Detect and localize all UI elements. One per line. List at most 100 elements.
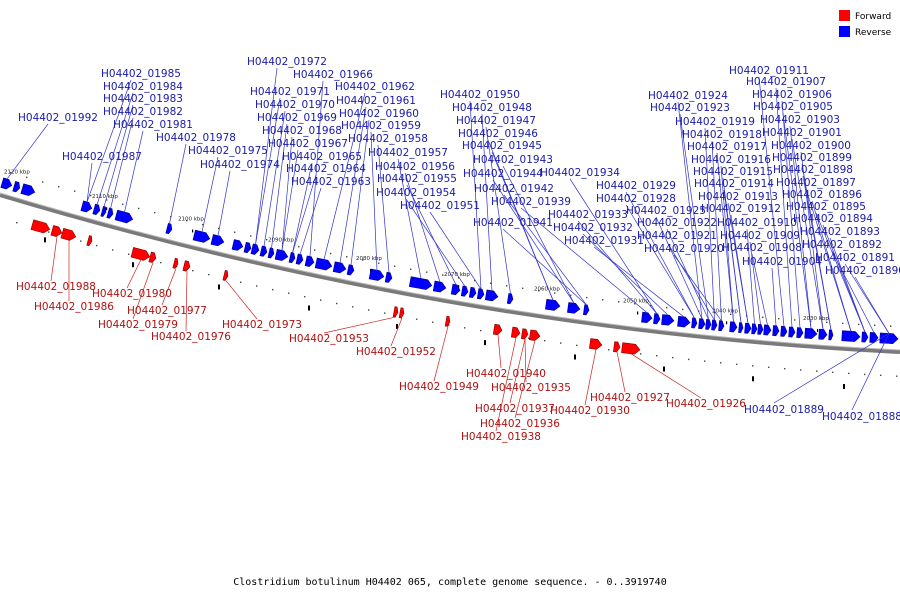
reverse-gene-label: H04402_01963 — [291, 176, 371, 188]
reverse-gene — [259, 245, 268, 257]
reverse-gene — [705, 318, 712, 330]
forward-gene-label: H04402_01976 — [151, 331, 231, 343]
tick-mark-lower — [44, 237, 46, 243]
guide-dot — [480, 329, 482, 332]
guide-dot — [586, 296, 588, 299]
guide-dot — [208, 273, 210, 276]
forward-leader — [132, 262, 154, 320]
guide-dot — [688, 358, 690, 361]
forward-gene — [392, 306, 399, 318]
forward-leader — [161, 268, 177, 306]
reverse-leader — [520, 207, 648, 313]
legend-forward-label: Forward — [855, 12, 891, 22]
forward-gene-label: H04402_01952 — [356, 346, 436, 358]
gene-features — [0, 177, 899, 355]
reverse-leader — [831, 250, 875, 333]
reverse-gene — [545, 298, 561, 311]
reverse-gene-label: H04402_01955 — [377, 173, 457, 185]
reverse-gene — [567, 302, 581, 314]
tick-label: 2030 kbp — [803, 316, 829, 322]
forward-gene — [182, 260, 191, 272]
reverse-gene-label: H04402_01961 — [336, 95, 416, 107]
guide-dot — [192, 269, 194, 272]
reverse-leader — [492, 179, 575, 304]
forward-gene-label: H04402_01988 — [16, 281, 96, 293]
forward-gene-label: H04402_01926 — [666, 398, 746, 410]
reverse-leader — [679, 113, 709, 320]
forward-gene-label: H04402_01980 — [92, 288, 172, 300]
guide-dot — [874, 324, 876, 327]
guide-dot — [58, 185, 60, 188]
guide-dot — [794, 319, 796, 321]
reverse-leader — [775, 87, 793, 328]
guide-dot — [448, 324, 450, 326]
reverse-gene — [780, 325, 788, 337]
reverse-leader — [429, 211, 482, 290]
guide-dot — [858, 323, 860, 326]
guide-dot — [736, 363, 738, 366]
reverse-leader — [271, 123, 288, 249]
tick-mark-lower — [396, 323, 398, 329]
reverse-gene-label: H04402_01915 — [693, 166, 773, 178]
forward-gene — [50, 225, 63, 237]
reverse-gene-label: H04402_01933 — [548, 209, 628, 221]
reverse-leader — [758, 76, 785, 327]
reverse-gene — [332, 261, 347, 274]
reverse-leader — [6, 123, 49, 180]
reverse-gene-label: H04402_01941 — [473, 217, 553, 229]
tick-mark — [192, 229, 194, 233]
guide-dot — [256, 285, 258, 287]
legend-forward-swatch — [839, 10, 850, 21]
guide-dot — [522, 287, 524, 289]
guide-dot — [538, 290, 540, 292]
reverse-leader — [397, 158, 422, 279]
reverse-gene — [192, 229, 211, 243]
guide-dot — [122, 203, 124, 205]
reverse-gene — [828, 329, 834, 341]
reverse-gene-label: H04402_01903 — [760, 114, 840, 126]
guide-dot — [384, 312, 386, 314]
reverse-leader — [502, 228, 587, 306]
guide-dot — [314, 249, 316, 251]
tick-mark — [637, 311, 639, 315]
reverse-leader — [773, 333, 890, 404]
guide-dot — [266, 238, 268, 241]
reverse-gene-label: H04402_01984 — [103, 81, 183, 93]
tick-label: 2110 kbp — [92, 194, 118, 200]
reverse-leader — [569, 178, 658, 315]
tick-label: 2080 kbp — [356, 256, 382, 262]
reverse-gene-label: H04402_01931 — [564, 235, 644, 247]
reverse-gene-label: H04402_01985 — [101, 68, 181, 80]
reverse-gene-label: H04402_01974 — [200, 159, 280, 171]
reverse-leader — [582, 233, 669, 316]
reverse-leader — [593, 246, 685, 318]
guide-dot — [10, 171, 12, 174]
reverse-leader — [829, 237, 866, 333]
reverse-gene — [295, 253, 304, 265]
guide-dot — [74, 190, 76, 192]
reverse-leader — [103, 104, 134, 207]
reverse-leader — [485, 126, 511, 294]
guide-dot — [832, 371, 834, 374]
reverse-gene — [250, 243, 260, 255]
forward-gene-label: H04402_01927 — [590, 392, 670, 404]
reverse-leader — [854, 276, 890, 334]
reverse-leader — [704, 127, 715, 321]
guide-dot — [544, 340, 546, 342]
reverse-gene-label: H04402_01896 — [782, 189, 862, 201]
reverse-gene — [729, 321, 738, 333]
reverse-leader — [781, 100, 801, 328]
forward-gene-label: H04402_01953 — [289, 333, 369, 345]
guide-dot — [138, 207, 140, 210]
forward-gene-label: H04402_01940 — [466, 368, 546, 380]
genome-caption: Clostridium botulinum H04402 065, comple… — [233, 577, 667, 588]
tick-label: 2100 kbp — [178, 216, 204, 222]
reverse-gene-label: H04402_01916 — [691, 154, 771, 166]
reverse-leader — [309, 80, 324, 257]
reverse-gene-label: H04402_01928 — [596, 193, 676, 205]
reverse-gene-label: H04402_01971 — [250, 86, 330, 98]
reverse-gene-label: H04402_01922 — [637, 217, 717, 229]
forward-leader — [497, 334, 502, 369]
label-leaders — [6, 67, 890, 432]
